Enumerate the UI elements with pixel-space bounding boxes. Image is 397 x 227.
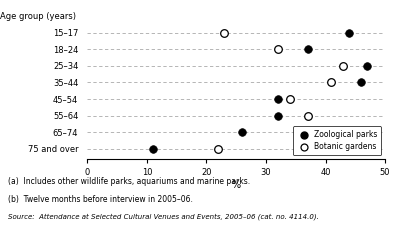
X-axis label: %: % <box>232 180 241 190</box>
Text: (b)  Twelve months before interview in 2005–06.: (b) Twelve months before interview in 20… <box>8 195 193 204</box>
Text: (a)  Includes other wildlife parks, aquariums and marine parks.: (a) Includes other wildlife parks, aquar… <box>8 177 250 186</box>
Text: Source:  Attendance at Selected Cultural Venues and Events, 2005–06 (cat. no. 41: Source: Attendance at Selected Cultural … <box>8 213 319 220</box>
Text: Age group (years): Age group (years) <box>0 12 75 21</box>
Legend: Zoological parks, Botanic gardens: Zoological parks, Botanic gardens <box>293 126 381 155</box>
